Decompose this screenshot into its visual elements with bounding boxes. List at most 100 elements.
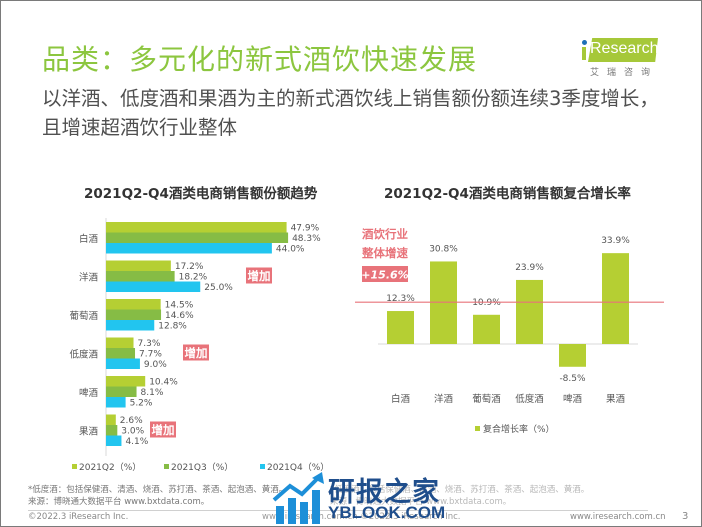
legend-swatch <box>164 464 169 469</box>
watermark: 研报之家 YBLOOK.COM <box>270 470 460 526</box>
cagr-bar <box>473 314 500 344</box>
watermark-url: YBLOOK.COM <box>328 503 446 522</box>
industry-growth-label: 整体增速 <box>361 246 408 260</box>
industry-growth-label: 酒饮行业 <box>362 227 408 241</box>
bar-q3 <box>106 232 289 243</box>
bar-q4 <box>106 397 126 408</box>
copyright: ©2022.3 iResearch Inc. <box>28 512 129 522</box>
data-label: 5.2% <box>130 399 153 409</box>
data-label: 48.3% <box>292 234 321 244</box>
industry-growth-value-badge <box>362 266 408 282</box>
bar-q4 <box>106 281 201 292</box>
bar-q3 <box>106 425 118 436</box>
bar-q4 <box>106 243 272 254</box>
legend-swatch <box>72 464 77 469</box>
data-label: 25.0% <box>204 283 233 293</box>
data-label: 12.8% <box>158 322 187 332</box>
category-label: 白酒 <box>79 233 99 245</box>
footnote-source: 来源：博晓通大数据平台 www.bxtdata.com。 <box>28 497 210 507</box>
footnote-definition-duplicate: *低度酒：包括保健酒、清酒、烧酒、苏打酒、茶酒、起泡酒、黄酒。 <box>330 485 590 495</box>
data-label: -8.5% <box>559 374 586 384</box>
bar-q2 <box>106 222 287 233</box>
data-label: 23.9% <box>515 263 544 273</box>
bar-q4 <box>106 435 122 446</box>
data-label: 4.1% <box>125 437 148 447</box>
category-label: 低度酒 <box>69 348 98 360</box>
footnote-duplicate: *低度酒：包括保健酒、清酒、烧酒、苏打酒、茶酒、起泡酒、黄酒。 来源：博晓通大数… <box>330 484 589 508</box>
industry-growth-value: +15.6% <box>361 269 408 282</box>
category-label: 果酒 <box>79 426 99 437</box>
increase-badge-text: 增加 <box>248 269 271 283</box>
legend-label: 复合增长率（%） <box>483 423 555 435</box>
category-label: 低度酒 <box>515 393 544 405</box>
cagr-bar <box>602 253 629 344</box>
data-label: 14.5% <box>165 301 194 311</box>
data-label: 47.9% <box>291 224 320 234</box>
data-label: 7.7% <box>139 350 162 360</box>
data-label: 3.0% <box>121 427 144 437</box>
page-subtitle: 以洋酒、低度酒和果酒为主的新式酒饮线上销售额份额连续3季度增长，且增速超酒饮行业… <box>42 87 659 139</box>
bar-q2 <box>106 299 161 310</box>
bar-q3 <box>106 271 175 282</box>
logo-wordmark: Research <box>590 40 659 57</box>
bar-q2 <box>106 337 134 348</box>
bar-q4 <box>106 320 155 331</box>
legend-label: 2021Q4（%） <box>267 462 329 473</box>
category-label: 洋酒 <box>434 393 454 405</box>
category-label: 啤酒 <box>79 387 99 399</box>
legend-swatch <box>475 426 480 431</box>
data-label: 14.6% <box>165 311 194 321</box>
footnote: *低度酒：包括保健酒、清酒、烧酒、苏打酒、茶酒、起泡酒、黄酒。 来源：博晓通大数… <box>28 484 287 508</box>
legend-label: 2021Q3（%） <box>171 462 233 473</box>
left-chart-title: 2021Q2-Q4酒类电商销售额份额趋势 <box>84 186 318 202</box>
category-label: 白酒 <box>391 393 411 405</box>
data-label: 7.3% <box>138 339 161 349</box>
legend-swatch <box>260 464 265 469</box>
logo-badge <box>588 38 658 62</box>
data-label: 9.0% <box>144 360 167 370</box>
data-label: 30.8% <box>429 244 458 254</box>
data-label: 2.6% <box>120 416 143 426</box>
increase-badge <box>246 267 272 284</box>
footnote-definition: *低度酒：包括保健酒、清酒、烧酒、苏打酒、茶酒、起泡酒、黄酒。 <box>28 485 288 495</box>
logo-i-stem <box>582 47 586 60</box>
footer-site-link[interactable]: www.iresearch.com.cn <box>570 512 666 522</box>
cagr-bar <box>559 344 586 367</box>
data-label: 8.1% <box>141 388 164 398</box>
category-label: 果酒 <box>606 394 626 405</box>
cagr-bar <box>516 279 543 344</box>
footer-center-url: www.iresearch.com.cn ©2022.3 iResearch I… <box>262 512 461 522</box>
bar-q3 <box>106 309 162 320</box>
increase-badge-text: 增加 <box>152 423 175 437</box>
page-title: 品类：多元化的新式酒饮快速发展 <box>42 43 478 76</box>
data-label: 18.2% <box>179 273 208 283</box>
increase-badge-text: 增加 <box>185 346 208 360</box>
data-label: 33.9% <box>601 236 630 246</box>
bar-q2 <box>106 376 146 387</box>
bar-q2 <box>106 414 116 425</box>
category-label: 啤酒 <box>563 393 583 405</box>
bar-q3 <box>106 386 137 397</box>
footnote-source-duplicate: 来源：博晓通大数据平台 www.bxtdata.com。 <box>330 497 512 507</box>
logo-dot-icon <box>582 40 587 45</box>
watermark-chart-icon <box>272 472 324 524</box>
data-label: 44.0% <box>276 245 305 255</box>
data-label: 17.2% <box>175 262 204 272</box>
bar-q4 <box>106 358 140 369</box>
watermark-text: 研报之家 <box>328 477 440 508</box>
iresearch-logo: Research 艾瑞咨询 <box>578 38 662 78</box>
legend-label: 2021Q2（%） <box>79 462 141 473</box>
category-label: 葡萄酒 <box>69 310 98 322</box>
increase-badge <box>150 421 176 438</box>
logo-chinese: 艾瑞咨询 <box>590 68 659 78</box>
category-label: 葡萄酒 <box>472 393 501 405</box>
category-label: 洋酒 <box>79 271 99 283</box>
bar-q3 <box>106 348 136 359</box>
data-label: 12.3% <box>386 294 415 304</box>
cagr-bar <box>387 311 414 344</box>
bar-q2 <box>106 260 171 271</box>
right-chart-title: 2021Q2-Q4酒类电商销售额复合增长率 <box>384 186 631 202</box>
increase-badge <box>183 344 209 361</box>
